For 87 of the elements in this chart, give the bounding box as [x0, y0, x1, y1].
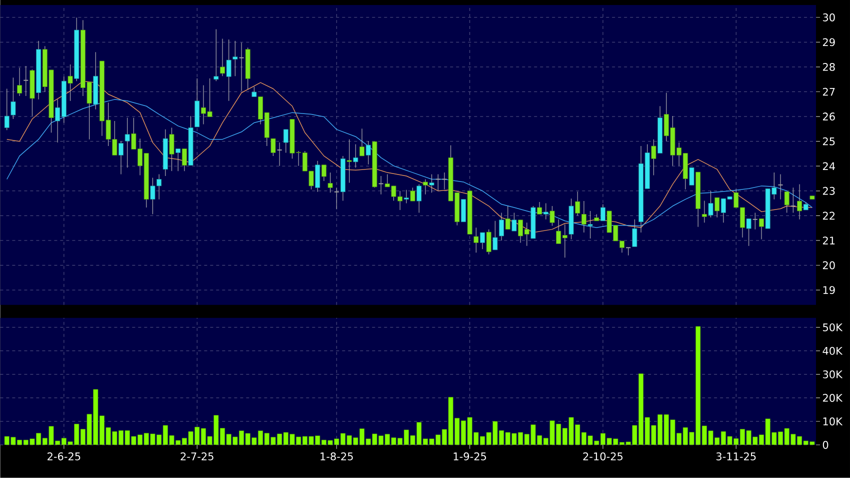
- candlestick: [778, 174, 784, 200]
- candlestick: [226, 39, 232, 102]
- candlestick: [588, 210, 593, 239]
- candlestick: [505, 206, 510, 230]
- x-tick-label: 1-9-25: [454, 452, 486, 460]
- candlestick: [315, 160, 320, 192]
- candlestick: [550, 206, 555, 226]
- candlestick: [214, 29, 219, 82]
- y-tick-label: 0: [822, 440, 828, 449]
- y-tick-label: 30K: [823, 370, 843, 378]
- candlestick: [404, 190, 409, 204]
- candlestick: [23, 66, 29, 96]
- y-tick-label: 20: [822, 261, 835, 270]
- candlestick: [68, 64, 73, 102]
- candlestick: [460, 199, 466, 222]
- candlestick: [366, 140, 371, 165]
- candlestick: [422, 179, 428, 195]
- y-tick-label: 40K: [822, 346, 843, 355]
- candlestick: [17, 67, 22, 96]
- y-tick-label: 28: [822, 63, 835, 71]
- candlestick: [353, 144, 358, 168]
- candlestick: [600, 204, 606, 222]
- x-tick-label: 3-11-25: [716, 452, 756, 460]
- y-tick-label: 10K: [823, 417, 843, 426]
- candlestick: [651, 139, 656, 176]
- y-tick-label: 30: [823, 13, 835, 22]
- candlestick: [581, 200, 586, 233]
- y-tick-label: 27: [822, 88, 835, 96]
- candlestick: [378, 176, 384, 195]
- candlestick: [252, 86, 257, 98]
- y-tick-label: 25: [822, 137, 835, 146]
- candlestick: [746, 218, 752, 246]
- candlestick: [321, 164, 326, 182]
- candlestick: [758, 218, 764, 240]
- y-tick-label: 19: [823, 286, 835, 294]
- candlestick: [182, 148, 187, 172]
- candlestick: [714, 197, 720, 218]
- candlestick: [797, 184, 802, 220]
- candlestick: [543, 203, 548, 220]
- candlestick: [499, 212, 504, 241]
- y-tick-label: 26: [822, 112, 835, 121]
- candlestick: [118, 140, 124, 175]
- candlestick: [10, 77, 16, 120]
- x-tick-label: 2-10-25: [583, 452, 622, 460]
- candlestick: [346, 139, 352, 184]
- candlestick: [232, 40, 238, 76]
- candlestick: [632, 219, 638, 248]
- candlestick: [283, 129, 288, 154]
- line-series: [6, 80, 813, 233]
- y-tick-label: 21: [822, 236, 835, 244]
- x-tick-label: 2-7-25: [180, 452, 214, 460]
- candlestick: [220, 38, 225, 76]
- candlestick: [512, 212, 517, 232]
- y-tick-label: 29: [822, 38, 835, 46]
- candlestick: [328, 172, 333, 193]
- candlestick: [169, 127, 174, 172]
- candlestick: [474, 227, 479, 253]
- y-tick-label: 20K: [822, 394, 843, 402]
- candlestick: [486, 229, 492, 255]
- candlestick: [416, 184, 422, 214]
- line-series: [6, 99, 813, 228]
- candlestick: [276, 142, 282, 166]
- candlestick: [575, 191, 580, 216]
- candlestick: [784, 191, 790, 214]
- candlestick: [480, 232, 485, 250]
- candlestick: [708, 190, 714, 218]
- y-tick-label: 24: [822, 162, 835, 170]
- candlestick: [270, 138, 276, 156]
- candlestick: [359, 128, 364, 156]
- candlestick: [410, 187, 416, 202]
- candlestick: [492, 220, 498, 250]
- y-tick-label: 22: [822, 212, 835, 220]
- candlestick: [4, 88, 10, 131]
- candlestick: [689, 167, 694, 186]
- x-tick-label: 1-8-25: [320, 452, 353, 460]
- candlestick: [790, 187, 796, 214]
- candlestick: [124, 118, 130, 168]
- candlestick: [702, 200, 707, 223]
- y-tick-label: 23: [822, 186, 835, 195]
- candlestick: [176, 148, 181, 172]
- candlestick: [238, 42, 244, 92]
- candlestick: [752, 212, 758, 230]
- candlestick: [334, 187, 340, 210]
- y-tick-label: 50K: [823, 323, 843, 332]
- candlestick: [537, 202, 542, 215]
- candlestick: [429, 174, 434, 193]
- x-tick-label: 2-6-25: [48, 452, 80, 460]
